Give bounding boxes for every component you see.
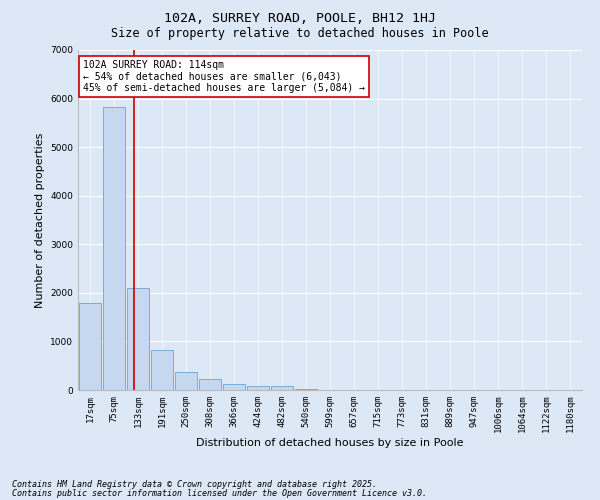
Text: 102A SURREY ROAD: 114sqm
← 54% of detached houses are smaller (6,043)
45% of sem: 102A SURREY ROAD: 114sqm ← 54% of detach… [83, 60, 365, 94]
Text: Contains public sector information licensed under the Open Government Licence v3: Contains public sector information licen… [12, 490, 427, 498]
Bar [295, 388, 317, 390]
Text: Contains HM Land Registry data © Crown copyright and database right 2025.: Contains HM Land Registry data © Crown c… [12, 480, 377, 489]
Bar [223, 384, 245, 390]
Text: 102A, SURREY ROAD, POOLE, BH12 1HJ: 102A, SURREY ROAD, POOLE, BH12 1HJ [164, 12, 436, 26]
Bar [175, 372, 197, 390]
X-axis label: Distribution of detached houses by size in Poole: Distribution of detached houses by size … [196, 438, 464, 448]
Bar [271, 386, 293, 390]
Bar [247, 386, 269, 390]
Bar [79, 302, 101, 390]
Bar [103, 108, 125, 390]
Bar [127, 288, 149, 390]
Text: Size of property relative to detached houses in Poole: Size of property relative to detached ho… [111, 28, 489, 40]
Bar [199, 379, 221, 390]
Y-axis label: Number of detached properties: Number of detached properties [35, 132, 44, 308]
Bar [151, 350, 173, 390]
